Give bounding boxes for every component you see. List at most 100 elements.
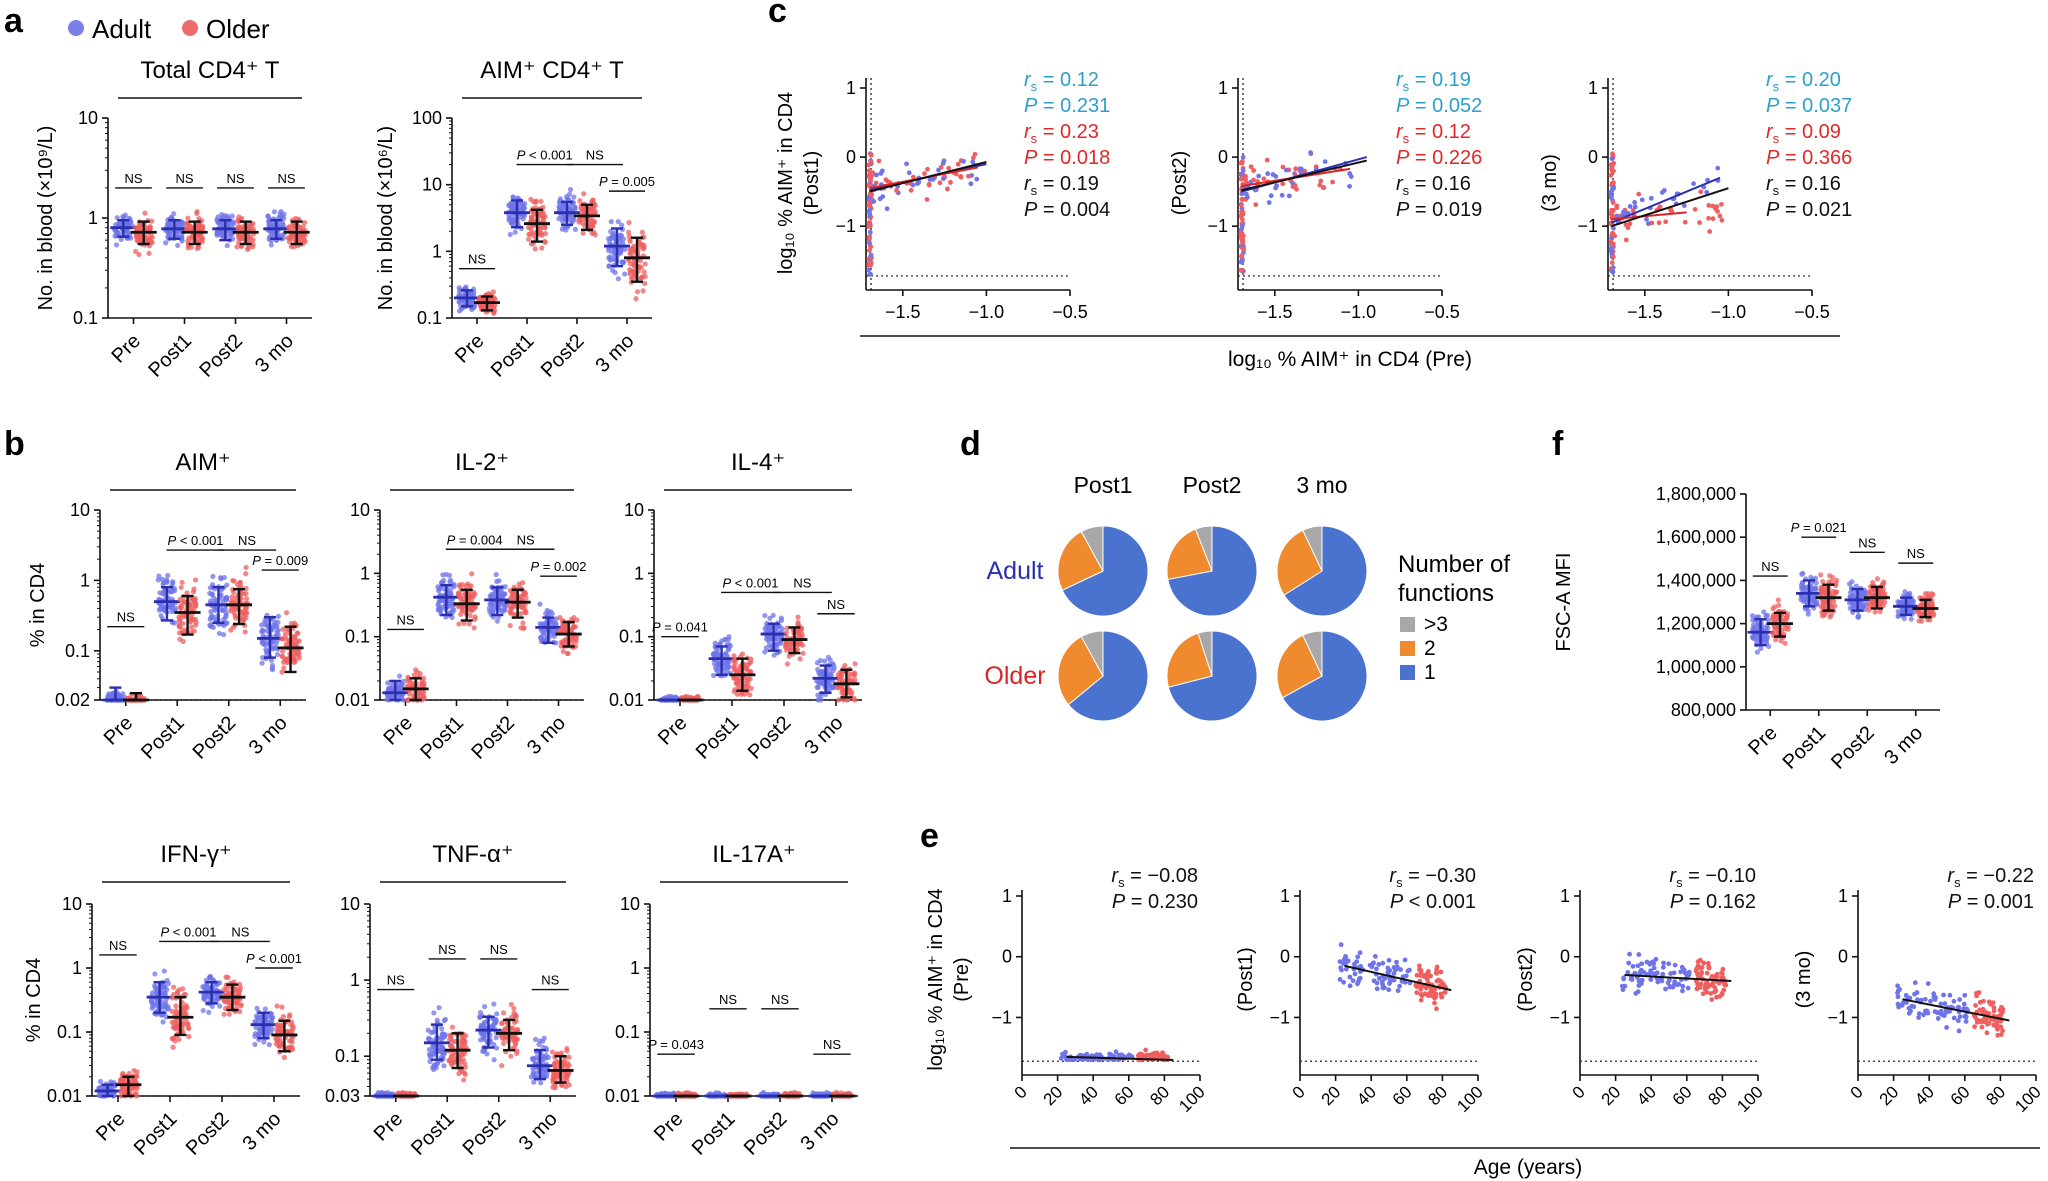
adult-point [224,595,230,601]
y-tick-label: 0.1 [619,627,644,647]
older-point [520,620,526,626]
x-tick-label: Post2 [195,330,247,382]
adult-point [610,234,616,241]
adult-point [269,232,275,239]
older-point [274,1038,281,1044]
older-point [852,661,858,667]
y-tick-label: 10 [78,108,98,128]
older-point [589,198,595,204]
adult-point [507,231,513,238]
y-tick-label: 1 [72,958,82,978]
older-point [236,223,242,230]
older-point [641,269,647,275]
adult-point [492,1020,498,1027]
adult-point [822,658,828,664]
older-point [191,586,197,592]
older-point [528,196,534,202]
older-point [467,613,473,619]
adult-point [710,672,717,679]
panel-letter-d: d [960,425,981,463]
adult-point [275,632,281,638]
older-point [284,610,290,616]
older-point [290,1023,296,1030]
older-point [500,1040,507,1047]
significance-label: NS [226,171,244,186]
older-point [418,692,424,698]
older-point [797,656,803,662]
significance-label: NS [541,973,559,988]
older-point [561,638,567,644]
older-point [748,656,754,662]
older-point [179,579,185,586]
older-point [417,670,423,677]
y-tick-label: 0.1 [615,1022,640,1042]
older-point [800,650,806,656]
adult-point [396,673,403,679]
adult-point [430,1051,436,1058]
adult-point [396,684,402,690]
older-point [520,580,526,586]
panel-letter-c: c [768,0,787,30]
adult-point [252,1031,258,1037]
chart-a1: Total CD4⁺ T 0.1 1 10 No. in blood (×10⁹/L) P… [35,57,312,382]
adult-point [175,242,181,249]
y-tick-label: 10 [624,500,644,520]
older-point [461,1070,467,1076]
adult-point [531,1057,537,1063]
chart-b5: TNF-α⁺ 0.03 0.1 1 10 Pre Post1 Post2 3 mo NS NS NS N… [325,841,576,1160]
adult-point [537,621,543,627]
older-point [471,625,477,631]
adult-point [152,971,158,977]
significance-label: NS [438,942,456,957]
older-point [237,985,244,991]
older-point [281,1054,288,1061]
significance-label: P < 0.001 [246,951,302,966]
x-tick-label: Pre [100,712,138,750]
older-point [852,697,858,703]
older-point [627,271,633,277]
older-point [295,630,301,636]
significance-label: NS [117,610,135,625]
x-tick-label: 3 mo [801,712,848,759]
older-point [592,232,598,238]
older-point [146,250,152,256]
x-tick-label: 3 mo [592,330,639,377]
adult-point [439,1047,445,1053]
adult-point [491,1057,497,1063]
older-point [490,289,496,295]
chart-title: IL-17A⁺ [712,841,795,868]
adult-point [254,1005,260,1011]
older-point [542,213,548,220]
adult-point [446,572,453,578]
adult-point [200,984,206,990]
chart-b2: IL-2⁺ 0.01 0.1 1 10 Pre Post1 Post2 3 mo NS P = 0.… [335,449,587,764]
older-point [126,1070,132,1077]
adult-point [727,643,733,649]
significance-label: NS [387,973,405,988]
older-point [288,234,294,240]
older-point [508,610,514,616]
x-tick-label: 3 mo [523,712,570,759]
significance-label: NS [175,171,193,186]
y-tick-label: 0.1 [73,308,98,328]
x-tick-label: 3 mo [515,1108,562,1155]
older-point [226,1011,232,1017]
older-point [275,1027,282,1033]
adult-point [113,222,119,228]
adult-point [436,1005,442,1011]
x-tick-label: 3 mo [251,330,298,377]
x-tick-label: Pre [451,330,489,368]
older-point [407,691,413,697]
older-point [542,230,549,237]
adult-point [279,213,285,219]
older-point [463,1033,469,1039]
older-point [564,1072,571,1079]
older-point [848,677,855,684]
older-point [187,223,193,230]
older-point [196,244,202,250]
older-point [283,657,290,663]
panel-letter-f: f [1552,425,1564,463]
adult-point [262,1006,268,1012]
older-point [191,597,198,603]
older-point [221,1011,227,1017]
